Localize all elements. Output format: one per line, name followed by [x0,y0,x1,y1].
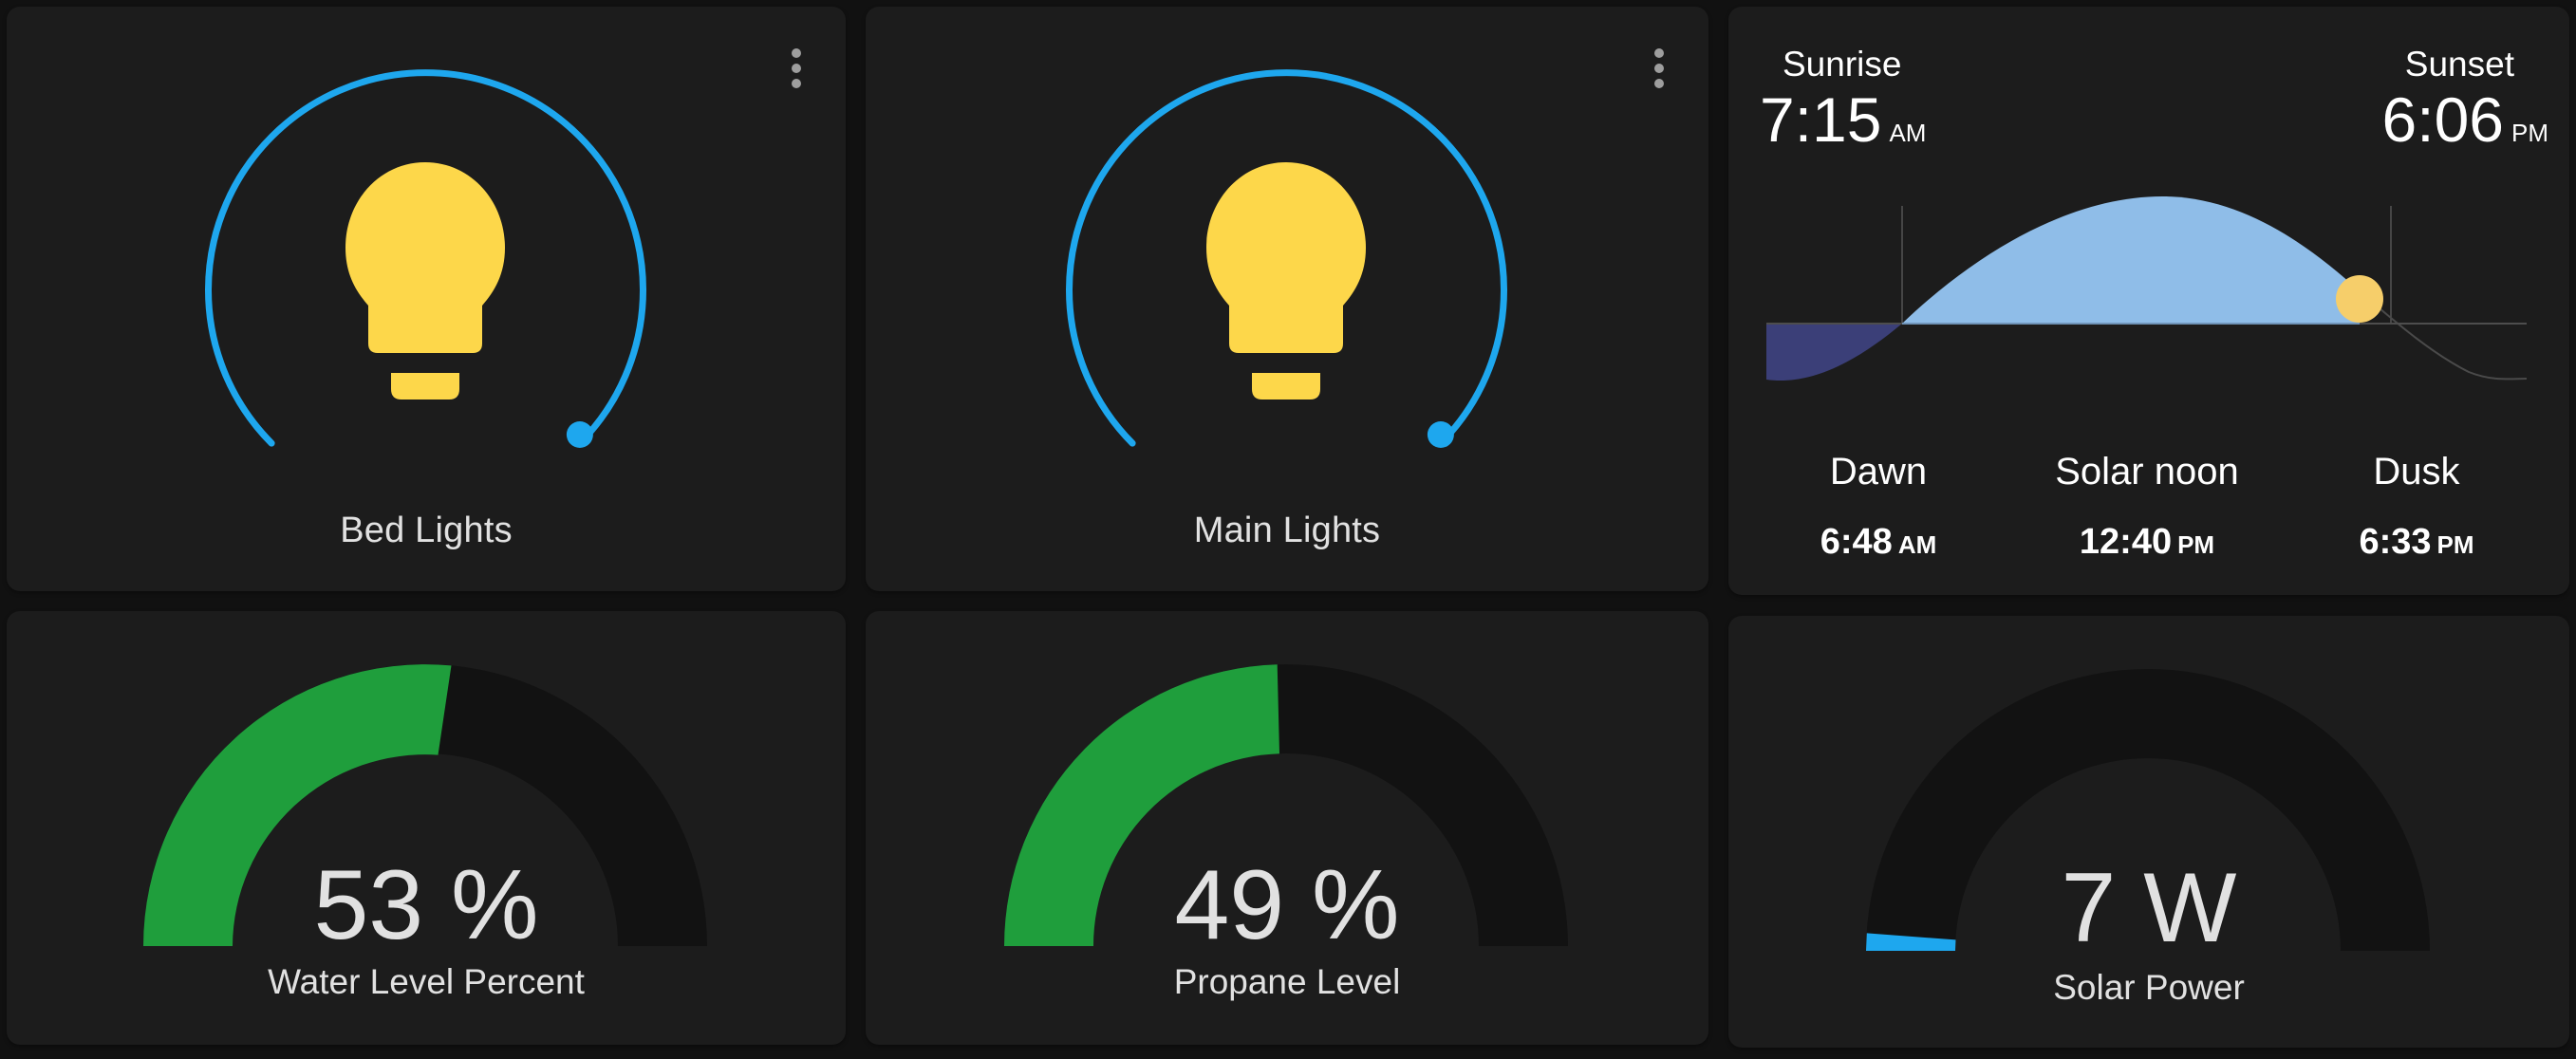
dusk: Dusk 6:33 PM [2359,451,2474,562]
lightbulb-icon[interactable] [866,7,1708,591]
light-card-bed-lights: Bed Lights [7,7,846,591]
gauge-card-solar-power[interactable]: 7 W Solar Power [1728,616,2569,1048]
sunset-time: 6:06 PM [2381,84,2548,155]
gauge-arc [1866,669,2430,951]
light-name: Main Lights [1193,511,1381,550]
light-card-main-lights: Main Lights [866,7,1708,591]
sun-card: Sunrise 7:15 AM Sunset 6:06 PM Dawn 6:48 AM… [1728,7,2569,595]
sun-elevation-chart [1766,196,2528,381]
brightness-slider[interactable] [7,7,846,591]
gauge-name: Water Level Percent [268,962,585,1001]
sunrise-time: 7:15 AM [1760,84,1927,155]
gauge-arc [143,664,707,946]
gauge-value: 53 % [313,850,539,960]
gauge-card-propane-level[interactable]: 49 % Propane Level [866,611,1708,1045]
gauge-value: 49 % [1174,850,1400,960]
gauge-name: Solar Power [2053,968,2245,1007]
more-vertical-icon [1654,48,1664,58]
sunset-label: Sunset [2404,45,2514,84]
sunrise-label: Sunrise [1783,45,1902,84]
dawn: Dawn 6:48 AM [1820,451,1937,562]
slider-thumb[interactable] [566,421,593,448]
solar-noon: Solar noon 12:40 PM [2055,451,2239,562]
gauge-arc [1004,664,1568,946]
gauge-value: 7 W [2061,853,2237,963]
brightness-slider[interactable] [866,7,1708,591]
more-options-button[interactable] [777,40,815,97]
light-name: Bed Lights [340,511,513,550]
lightbulb-icon[interactable] [7,7,846,591]
slider-thumb[interactable] [1427,421,1454,448]
gauge-card-water-level[interactable]: 53 % Water Level Percent [7,611,846,1045]
gauge-name: Propane Level [1173,962,1401,1001]
sun-position-icon [2336,275,2383,323]
more-vertical-icon [792,48,801,58]
more-options-button[interactable] [1640,40,1678,97]
